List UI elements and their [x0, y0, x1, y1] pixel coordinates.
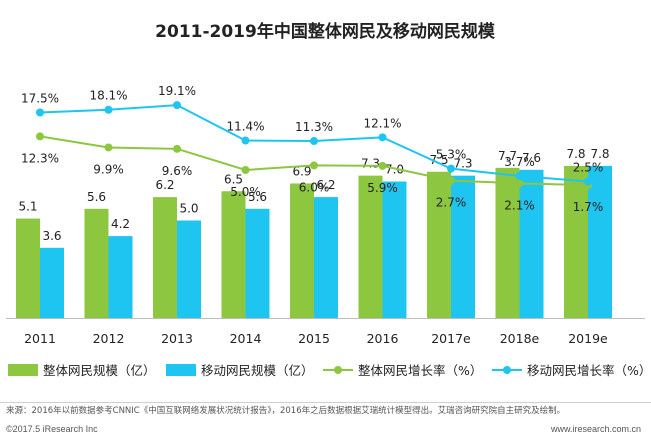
- point-overall-2013: [173, 144, 181, 153]
- bar-overall-2016: [358, 175, 383, 318]
- point-label-overall-2018e: 2.1%: [504, 198, 535, 212]
- x-axis: 2011 2012 2013 2014 2015 2016 2017e 2018e 2019e: [6, 318, 645, 346]
- bar-mobile-2014: [245, 208, 270, 318]
- legend-label-overall-growth: 整体网民增长率（%）: [358, 363, 482, 378]
- bar-overall-2012: [84, 208, 109, 318]
- x-tick-label-2018e: 2018e: [500, 331, 540, 346]
- bar-label-overall-2013: 6.2: [155, 178, 174, 192]
- bar-mobile-2012: [108, 236, 133, 318]
- x-tick-label-2016: 2016: [367, 331, 399, 346]
- x-tick-label-2013: 2013: [161, 331, 193, 346]
- legend-label-overall-size: 整体网民规模（亿）: [43, 363, 156, 378]
- bar-overall-2019e: [564, 165, 588, 318]
- point-overall-2018e: [515, 179, 524, 188]
- point-mobile-2012: [104, 105, 113, 114]
- bar-label-overall-2018e: 7.7: [498, 149, 517, 163]
- website: www.iresearch.com.cn: [550, 424, 641, 434]
- bar-mobile-2016: [382, 181, 407, 318]
- legend: 整体网民规模（亿） 移动网民规模（亿） 整体网民增长率（%） 移动网民增长率（%）: [8, 363, 651, 378]
- point-mobile-2017e: [447, 164, 455, 173]
- bar-label-mobile-2017e: 7.3: [453, 157, 472, 171]
- bar-mobile-2015: [314, 197, 338, 318]
- point-label-overall-2014: 5.0%: [230, 185, 261, 199]
- point-label-overall-2013: 9.6%: [162, 164, 193, 178]
- legend-marker-mobile-growth: [503, 366, 511, 374]
- point-mobile-2018e: [515, 171, 524, 180]
- bar-mobile-2011: [40, 247, 64, 318]
- point-mobile-2013: [173, 101, 181, 110]
- bar-overall-2015: [290, 183, 314, 318]
- bar-label-mobile-2016: 7.0: [385, 163, 404, 177]
- point-overall-2015: [310, 161, 318, 170]
- point-mobile-2016: [378, 133, 387, 142]
- point-label-mobile-2018e: 3.7%: [504, 155, 535, 169]
- x-tick-label-2014: 2014: [230, 331, 262, 346]
- legend-swatch-overall-size: [8, 364, 38, 376]
- point-mobile-2014: [241, 136, 250, 145]
- point-label-overall-2016: 5.9%: [367, 181, 398, 195]
- point-mobile-2011: [36, 108, 44, 117]
- point-overall-2011: [36, 132, 44, 141]
- legend-swatch-mobile-size: [166, 364, 196, 376]
- bar-label-overall-2016: 7.3: [361, 157, 380, 171]
- copyright: ©2017.5 iResearch Inc: [6, 424, 98, 434]
- point-label-overall-2015: 6.0%: [299, 180, 330, 194]
- x-tick-label-2012: 2012: [93, 331, 125, 346]
- point-label-overall-2012: 9.9%: [93, 162, 124, 176]
- point-label-mobile-2019e: 2.5%: [573, 161, 604, 175]
- bar-overall-2017e: [427, 171, 451, 318]
- bar-label-overall-2019e: 7.8: [566, 147, 585, 161]
- bar-overall-2011: [16, 218, 40, 318]
- bar-mobile-2018e: [519, 169, 544, 318]
- bar-label-mobile-2012: 4.2: [111, 217, 130, 231]
- point-label-mobile-2016: 12.1%: [363, 116, 401, 130]
- x-tick-label-2019e: 2019e: [568, 331, 608, 346]
- bar-overall-2013: [153, 197, 177, 318]
- source-note: 来源：2016年以前数据参考CNNIC《中国互联网络发展状况统计报告》，2016…: [6, 406, 566, 416]
- point-overall-2017e: [447, 176, 455, 185]
- point-mobile-2019e: [584, 177, 592, 186]
- point-label-mobile-2014: 11.4%: [226, 120, 264, 134]
- bar-overall-2018e: [495, 167, 520, 318]
- point-label-mobile-2011: 17.5%: [21, 92, 59, 106]
- bar-layer: 5.1 3.6 5.6 4.2 6.2 5.0 6.5 5.6 6.9 6.2 7.3 7.0 7.5 7…: [16, 147, 612, 318]
- x-tick-label-2011: 2011: [24, 331, 56, 346]
- bar-label-mobile-2011: 3.6: [42, 229, 61, 243]
- point-overall-2014: [241, 166, 250, 174]
- bar-mobile-2017e: [451, 175, 475, 318]
- point-label-mobile-2012: 18.1%: [89, 89, 127, 103]
- bar-label-mobile-2013: 5.0: [179, 202, 198, 216]
- point-label-mobile-2017e: 5.3%: [436, 148, 467, 162]
- bar-label-overall-2014: 6.5: [224, 172, 243, 186]
- point-label-overall-2019e: 1.7%: [573, 200, 604, 214]
- footer-divider: [0, 402, 651, 403]
- point-overall-2012: [104, 143, 113, 152]
- legend-label-mobile-size: 移动网民规模（亿）: [201, 363, 314, 378]
- legend-marker-overall-growth: [334, 366, 342, 374]
- bar-label-mobile-2014: 5.6: [248, 190, 267, 204]
- bar-mobile-2013: [177, 220, 201, 318]
- bar-label-overall-2015: 6.9: [292, 164, 311, 178]
- bar-mobile-2019e: [588, 165, 612, 318]
- point-label-mobile-2013: 19.1%: [158, 84, 196, 98]
- bar-label-mobile-2015: 6.2: [316, 178, 335, 192]
- bar-overall-2014: [221, 191, 246, 318]
- x-tick-label-2015: 2015: [298, 331, 330, 346]
- bar-label-overall-2011: 5.1: [18, 200, 37, 214]
- point-label-overall-2011: 12.3%: [21, 151, 59, 165]
- legend-label-mobile-growth: 移动网民增长率（%）: [527, 363, 651, 378]
- bar-label-mobile-2018e: 7.6: [522, 151, 541, 165]
- point-label-mobile-2015: 11.3%: [295, 120, 333, 134]
- bar-label-mobile-2019e: 7.8: [590, 147, 609, 161]
- point-mobile-2015: [310, 137, 318, 146]
- point-overall-2016: [378, 161, 387, 170]
- line-layer: 12.3% 9.9% 9.6% 5.0% 6.0% 5.9% 2.7% 2.1% 1.7% 17.…: [21, 84, 603, 214]
- point-label-overall-2017e: 2.7%: [436, 196, 467, 210]
- bar-label-overall-2017e: 7.5: [429, 153, 448, 167]
- x-tick-label-2017e: 2017e: [431, 331, 471, 346]
- bar-label-overall-2012: 5.6: [87, 190, 106, 204]
- chart-title: 2011-2019年中国整体网民及移动网民规模: [155, 21, 496, 42]
